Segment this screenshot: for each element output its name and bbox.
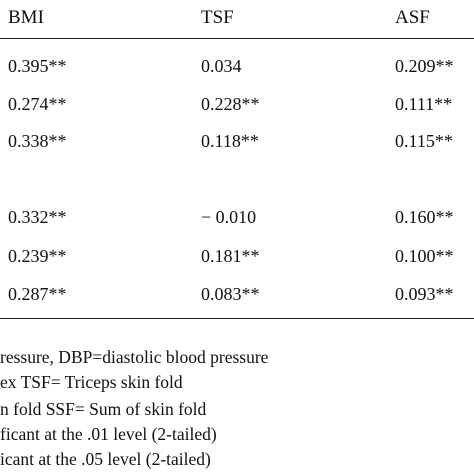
table-bottom-rule [0, 318, 474, 319]
table-cell: 0.287** [8, 284, 67, 304]
table-cell: 0.115** [395, 131, 453, 151]
table-cell: 0.118** [201, 131, 259, 151]
table-cell: 0.093** [395, 284, 454, 304]
header-bmi: BMI [8, 7, 44, 28]
footnote: n fold SSF= Sum of skin fold [0, 399, 207, 419]
table-cell: 0.181** [201, 246, 260, 266]
table-cell: 0.111** [395, 94, 453, 114]
footnote: ficant at the .01 level (2-tailed) [0, 424, 217, 444]
table-cell: 0.228** [201, 94, 260, 114]
header-asf: ASF [395, 7, 430, 28]
table-cell: 0.100** [395, 246, 454, 266]
table-cell: 0.395** [8, 56, 67, 76]
table-cell: 0.034 [201, 56, 242, 76]
table-cell: 0.274** [8, 94, 67, 114]
footnote: ressure, DBP=diastolic blood pressure [0, 347, 269, 367]
table-cell: 0.338** [8, 131, 67, 151]
header-rule [0, 38, 474, 39]
table-cell: 0.239** [8, 246, 67, 266]
table-cell: 0.209** [395, 56, 454, 76]
table-cell: 0.332** [8, 207, 67, 227]
table-cell: 0.083** [201, 284, 260, 304]
footnote: ex TSF= Triceps skin fold [0, 372, 183, 392]
table-cell: 0.160** [395, 207, 454, 227]
footnote: icant at the .05 level (2-tailed) [0, 449, 211, 469]
header-tsf: TSF [201, 7, 234, 28]
table-cell: − 0.010 [201, 207, 257, 227]
